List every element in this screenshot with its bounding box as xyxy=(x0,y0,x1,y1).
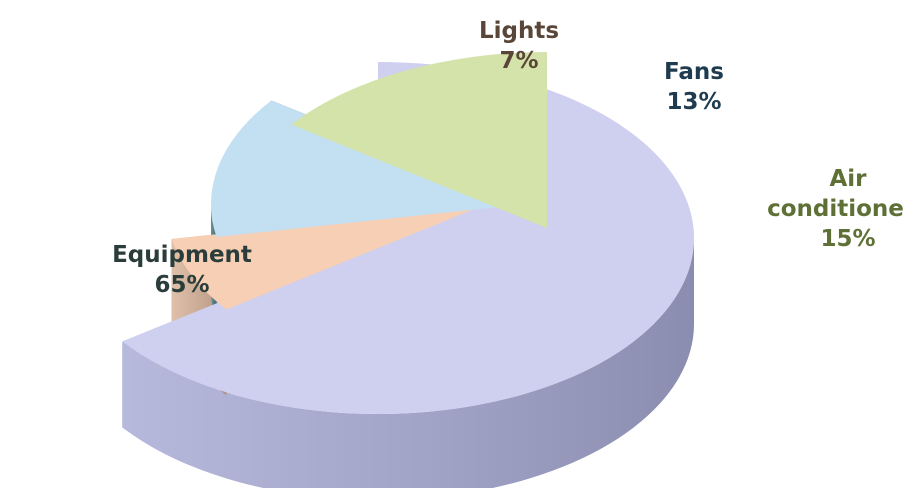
pie-labels: Equipment 65% Lights 7% Fans 13% Air conditione… xyxy=(112,18,904,298)
slice-value-label: 7% xyxy=(499,48,538,74)
pie-slices xyxy=(122,51,694,488)
slice-label-0: Equipment 65% xyxy=(112,242,252,298)
slice-category-label: Air xyxy=(829,166,867,192)
slice-label-3: Air conditioners 15% xyxy=(767,166,904,252)
slice-side-shade-0 xyxy=(122,238,694,488)
pie-slice-fans xyxy=(211,100,527,237)
slice-category-label: Lights xyxy=(479,18,559,44)
slice-value-label: 15% xyxy=(820,226,875,252)
slice-category-label: conditioners xyxy=(767,196,904,222)
slice-value-label: 65% xyxy=(154,272,209,298)
slice-label-1: Lights 7% xyxy=(479,18,559,74)
pie-slice-equipment xyxy=(122,62,694,414)
slice-value-label: 13% xyxy=(666,89,721,115)
slice-label-2: Fans 13% xyxy=(664,59,724,115)
pie-slice-air-conditioners xyxy=(291,51,547,228)
slice-category-label: Fans xyxy=(664,59,724,85)
slice-category-label: Equipment xyxy=(112,242,252,268)
